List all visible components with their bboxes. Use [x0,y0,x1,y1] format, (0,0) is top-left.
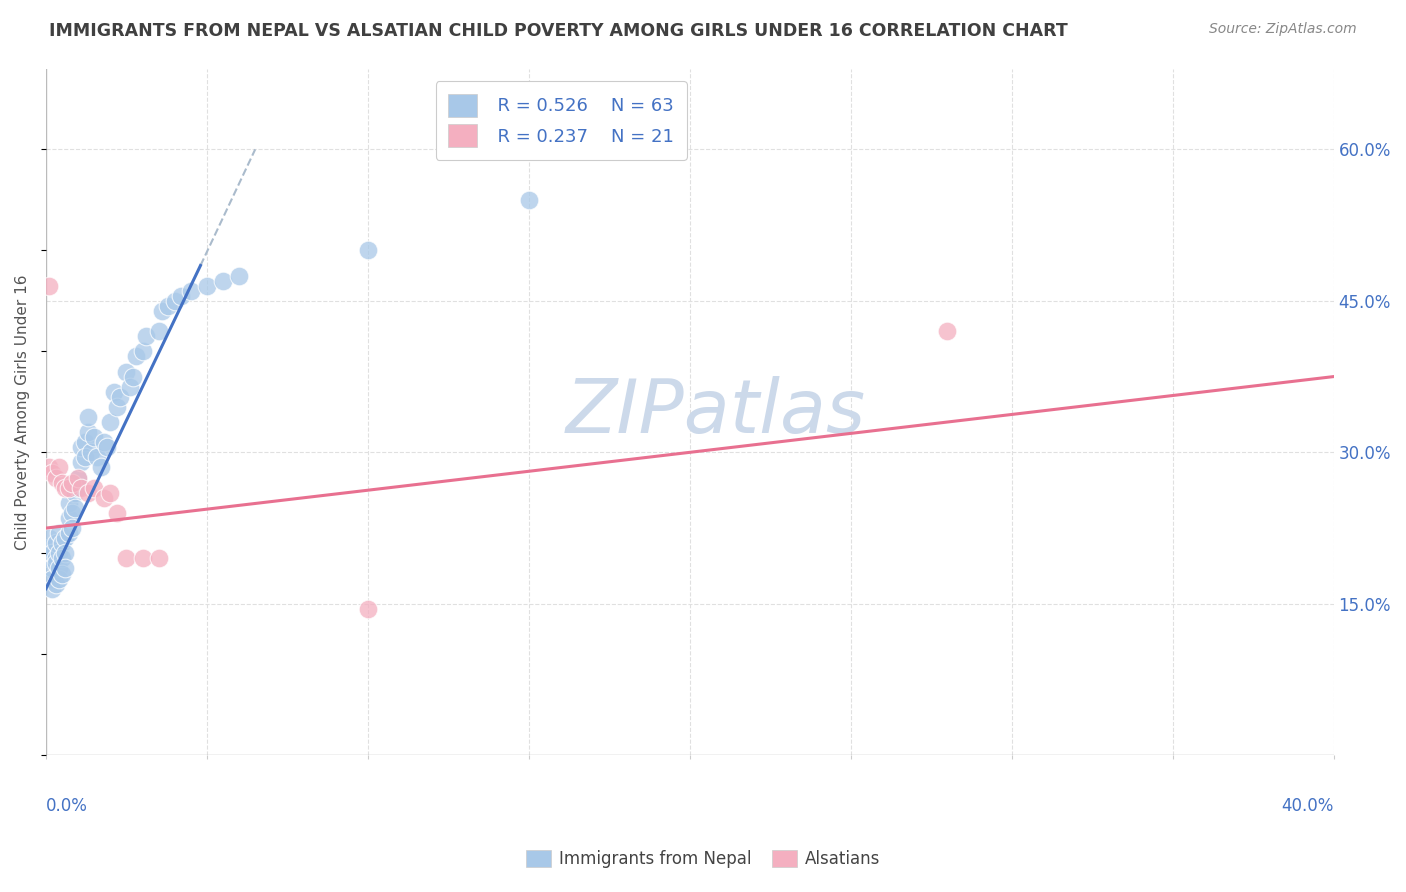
Point [51,536,73,550]
Text: IMMIGRANTS FROM NEPAL VS ALSATIAN CHILD POVERTY AMONG GIRLS UNDER 16 CORRELATION: IMMIGRANTS FROM NEPAL VS ALSATIAN CHILD … [49,22,1069,40]
Point [90,460,112,475]
Point [53,546,76,560]
Point [48,561,70,575]
Text: ZIPatlas: ZIPatlas [565,376,866,448]
Point [212,274,235,288]
Y-axis label: Child Poverty Among Girls Under 16: Child Poverty Among Girls Under 16 [15,274,30,549]
Point [51,551,73,566]
Point [83,430,105,444]
Point [936,324,959,338]
Point [170,289,193,303]
Point [80,445,103,459]
Point [67,470,90,484]
Point [105,506,128,520]
Legend: Immigrants from Nepal, Alsatians: Immigrants from Nepal, Alsatians [519,843,887,875]
Point [357,244,380,258]
Point [63,485,86,500]
Point [98,415,121,429]
Point [53,481,76,495]
Point [58,496,80,510]
Point [41,572,63,586]
Point [148,551,170,566]
Point [60,475,83,490]
Point [53,531,76,545]
Point [38,551,60,566]
Point [48,546,70,560]
Point [105,400,128,414]
Point [51,475,73,490]
Point [45,551,67,566]
Point [96,440,118,454]
Point [60,506,83,520]
Point [103,384,125,399]
Point [135,329,157,343]
Point [63,500,86,515]
Point [67,470,90,484]
Point [67,481,90,495]
Point [73,450,96,465]
Point [131,344,153,359]
Point [58,481,80,495]
Point [517,193,540,207]
Point [38,278,60,293]
Point [48,460,70,475]
Point [180,284,202,298]
Point [76,425,98,439]
Text: Source: ZipAtlas.com: Source: ZipAtlas.com [1209,22,1357,37]
Point [115,365,138,379]
Point [70,440,93,454]
Point [93,435,115,450]
Point [228,268,250,283]
Point [51,566,73,581]
Point [73,435,96,450]
Point [157,299,180,313]
Point [125,350,148,364]
Legend:   R = 0.526    N = 63,   R = 0.237    N = 21: R = 0.526 N = 63, R = 0.237 N = 21 [436,81,686,160]
Point [93,491,115,505]
Point [58,511,80,525]
Point [45,536,67,550]
Point [118,380,141,394]
Point [70,455,93,469]
Point [86,450,108,465]
Point [45,576,67,591]
Point [53,561,76,575]
Point [58,526,80,541]
Point [163,293,186,308]
Point [45,470,67,484]
Text: 40.0%: 40.0% [1281,797,1334,814]
Point [148,324,170,338]
Point [38,460,60,475]
Point [48,572,70,586]
Point [122,369,145,384]
Point [131,551,153,566]
Point [76,485,98,500]
Point [115,551,138,566]
Point [70,481,93,495]
Point [108,390,131,404]
Point [60,521,83,535]
Point [38,531,60,545]
Point [48,526,70,541]
Point [41,582,63,596]
Point [38,541,60,556]
Point [41,466,63,480]
Point [195,278,218,293]
Point [41,546,63,560]
Point [45,557,67,571]
Point [150,304,173,318]
Point [41,561,63,575]
Point [83,481,105,495]
Text: 0.0%: 0.0% [46,797,87,814]
Point [357,602,380,616]
Point [98,485,121,500]
Point [76,409,98,424]
